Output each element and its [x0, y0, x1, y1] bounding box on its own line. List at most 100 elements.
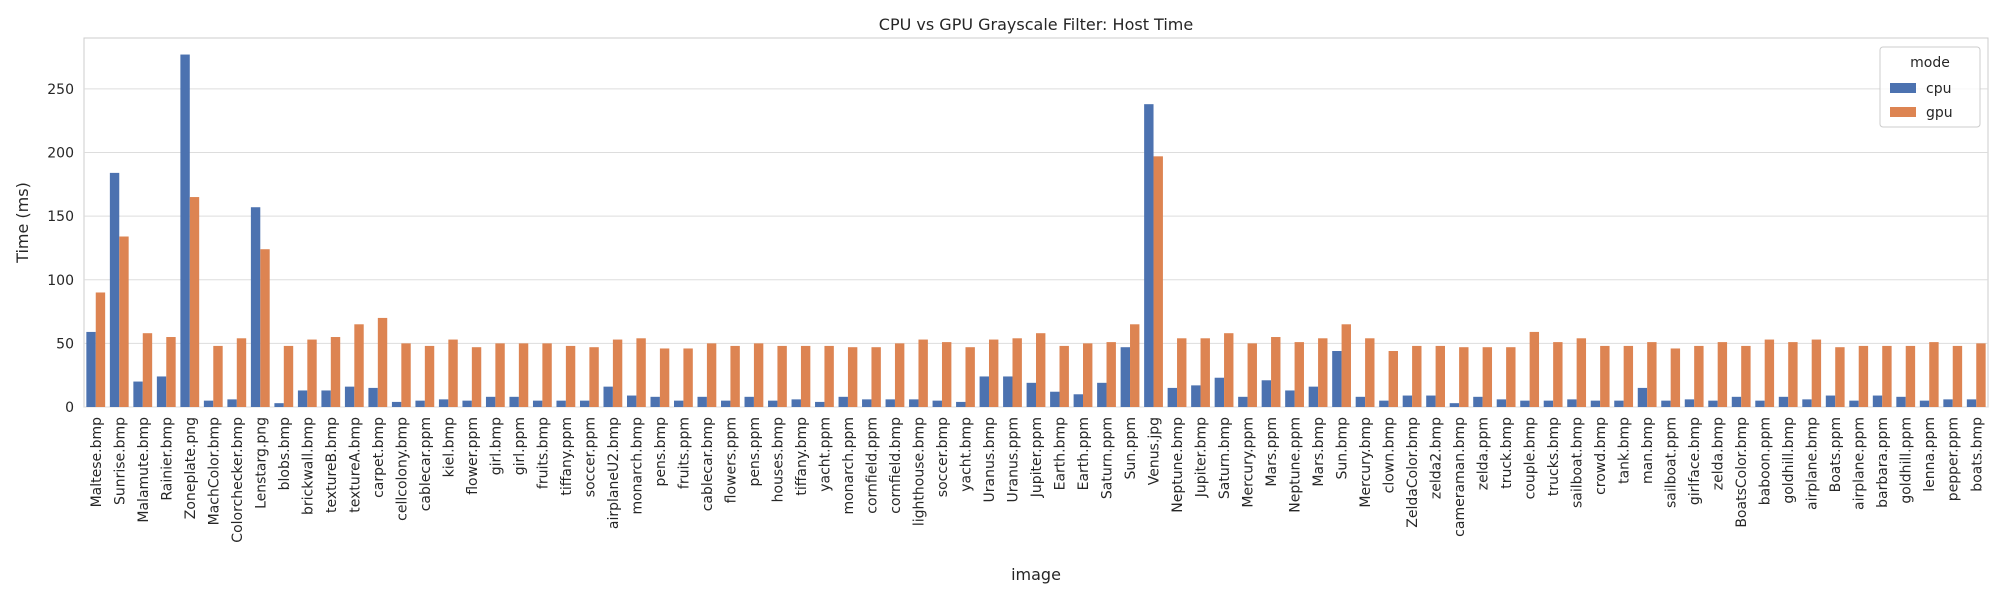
bar-gpu: [1224, 333, 1234, 407]
bar-gpu: [1741, 345, 1751, 407]
x-tick-label: flower.ppm: [465, 417, 481, 495]
bar-cpu: [1144, 104, 1154, 408]
x-tick-label: cornfield.ppm: [864, 417, 880, 514]
x-tick-label: sailboat.bmp: [1570, 417, 1586, 508]
x-tick-label: lenna.ppm: [1922, 417, 1938, 492]
bar-gpu: [1811, 339, 1822, 407]
bar-gpu: [1083, 343, 1093, 407]
bar-gpu: [1553, 342, 1563, 407]
bar-gpu: [1294, 342, 1304, 407]
x-axis-label: image: [1011, 565, 1061, 584]
bar-gpu: [1177, 338, 1187, 407]
bar-cpu: [485, 396, 496, 407]
x-tick-label: tiffany.ppm: [559, 417, 575, 496]
bar-gpu: [1623, 345, 1634, 407]
bar-cpu: [109, 172, 120, 407]
bar-gpu: [1764, 339, 1775, 407]
bar-cpu: [227, 399, 237, 407]
bar-cpu: [1003, 376, 1013, 407]
bar-gpu: [1012, 338, 1022, 407]
bar-cpu: [1755, 400, 1765, 407]
bar-cpu: [815, 401, 825, 407]
bar-cpu: [274, 403, 284, 407]
bar-cpu: [1097, 382, 1107, 407]
x-tick-label: pens.bmp: [653, 417, 669, 487]
legend: mode cpu gpu: [1879, 46, 1981, 128]
x-tick-label: trucks.bmp: [1546, 417, 1562, 496]
x-tick-label: Lenstarg.png: [253, 417, 269, 509]
x-tick-label: Sunrise.bmp: [112, 417, 128, 505]
y-tick-label: 100: [47, 273, 74, 289]
legend-title: mode: [1910, 55, 1950, 71]
x-tick-label: soccer.ppm: [582, 417, 598, 497]
legend-swatch-gpu: [1890, 107, 1916, 117]
bar-gpu: [753, 343, 764, 407]
bar-gpu: [1247, 343, 1257, 407]
bar-cpu: [1050, 391, 1060, 407]
bar-gpu: [1694, 345, 1704, 407]
x-tick-label: boats.bmp: [1969, 417, 1985, 492]
bar-gpu: [1365, 338, 1375, 407]
bar-gpu: [1388, 351, 1398, 407]
x-tick-label: Neptune.ppm: [1288, 417, 1304, 513]
bar-gpu: [283, 345, 294, 407]
x-tick-label: flowers.ppm: [723, 417, 739, 503]
bar-gpu: [1788, 342, 1798, 407]
bar-cpu: [415, 400, 425, 407]
bar-gpu: [542, 343, 552, 407]
x-tick-label: girl.ppm: [512, 417, 528, 475]
bar-cpu: [509, 396, 519, 407]
y-tick-label: 200: [47, 146, 74, 162]
bar-cpu: [556, 400, 566, 407]
legend-label-gpu: gpu: [1926, 105, 1953, 121]
x-tick-label: houses.bmp: [770, 417, 786, 502]
bar-cpu: [1825, 395, 1836, 407]
x-tick-label: Sun.bmp: [1335, 417, 1351, 480]
bar-cpu: [1708, 400, 1718, 407]
bar-gpu: [1576, 338, 1587, 407]
x-tick-label: truck.bmp: [1499, 417, 1515, 489]
bar-cpu: [297, 390, 308, 407]
bar-gpu: [1506, 347, 1516, 407]
x-tick-label: soccer.bmp: [935, 417, 951, 497]
bar-cpu: [156, 376, 167, 407]
bar-gpu: [941, 342, 952, 407]
x-tick-label: Earth.bmp: [1053, 417, 1069, 491]
bar-gpu: [847, 347, 858, 407]
bar-cpu: [1731, 396, 1742, 407]
bar-gpu: [777, 345, 787, 407]
bar-cpu: [1520, 400, 1530, 407]
bar-cpu: [862, 399, 872, 407]
x-tick-label: monarch.ppm: [841, 417, 857, 515]
bar-cpu: [838, 396, 848, 407]
x-tick-label: Sun.ppm: [1123, 417, 1139, 480]
bar-gpu: [1130, 324, 1140, 407]
bar-gpu: [1952, 345, 1963, 407]
bar-gpu: [1412, 345, 1422, 407]
x-tick-label: couple.bmp: [1523, 417, 1539, 500]
bar-cpu: [1120, 347, 1131, 407]
bar-cpu: [1238, 396, 1248, 407]
x-tick-label: brickwall.bmp: [300, 417, 316, 515]
x-tick-label: Colorchecker.bmp: [230, 417, 246, 543]
bar-cpu: [462, 400, 472, 407]
bar-gpu: [824, 345, 834, 407]
bar-cpu: [579, 400, 590, 407]
x-tick-label: cornfield.bmp: [888, 417, 904, 514]
x-tick-label: Venus.jpg: [1147, 417, 1163, 485]
legend-swatch-cpu: [1890, 83, 1916, 93]
bar-cpu: [1684, 399, 1695, 407]
bar-gpu: [565, 345, 576, 407]
bar-cpu: [1849, 400, 1859, 407]
bar-cpu: [721, 400, 731, 407]
bar-gpu: [730, 345, 740, 407]
bar-gpu: [213, 345, 223, 407]
x-tick-label: fruits.bmp: [535, 417, 551, 489]
bar-cpu: [532, 400, 543, 407]
bar-gpu: [636, 338, 646, 407]
bar-gpu: [260, 249, 270, 407]
bar-gpu: [1036, 333, 1046, 407]
x-tick-label: Maltese.bmp: [89, 417, 105, 508]
x-tick-label: textureA.bmp: [347, 417, 363, 513]
bar-cpu: [1590, 400, 1601, 407]
